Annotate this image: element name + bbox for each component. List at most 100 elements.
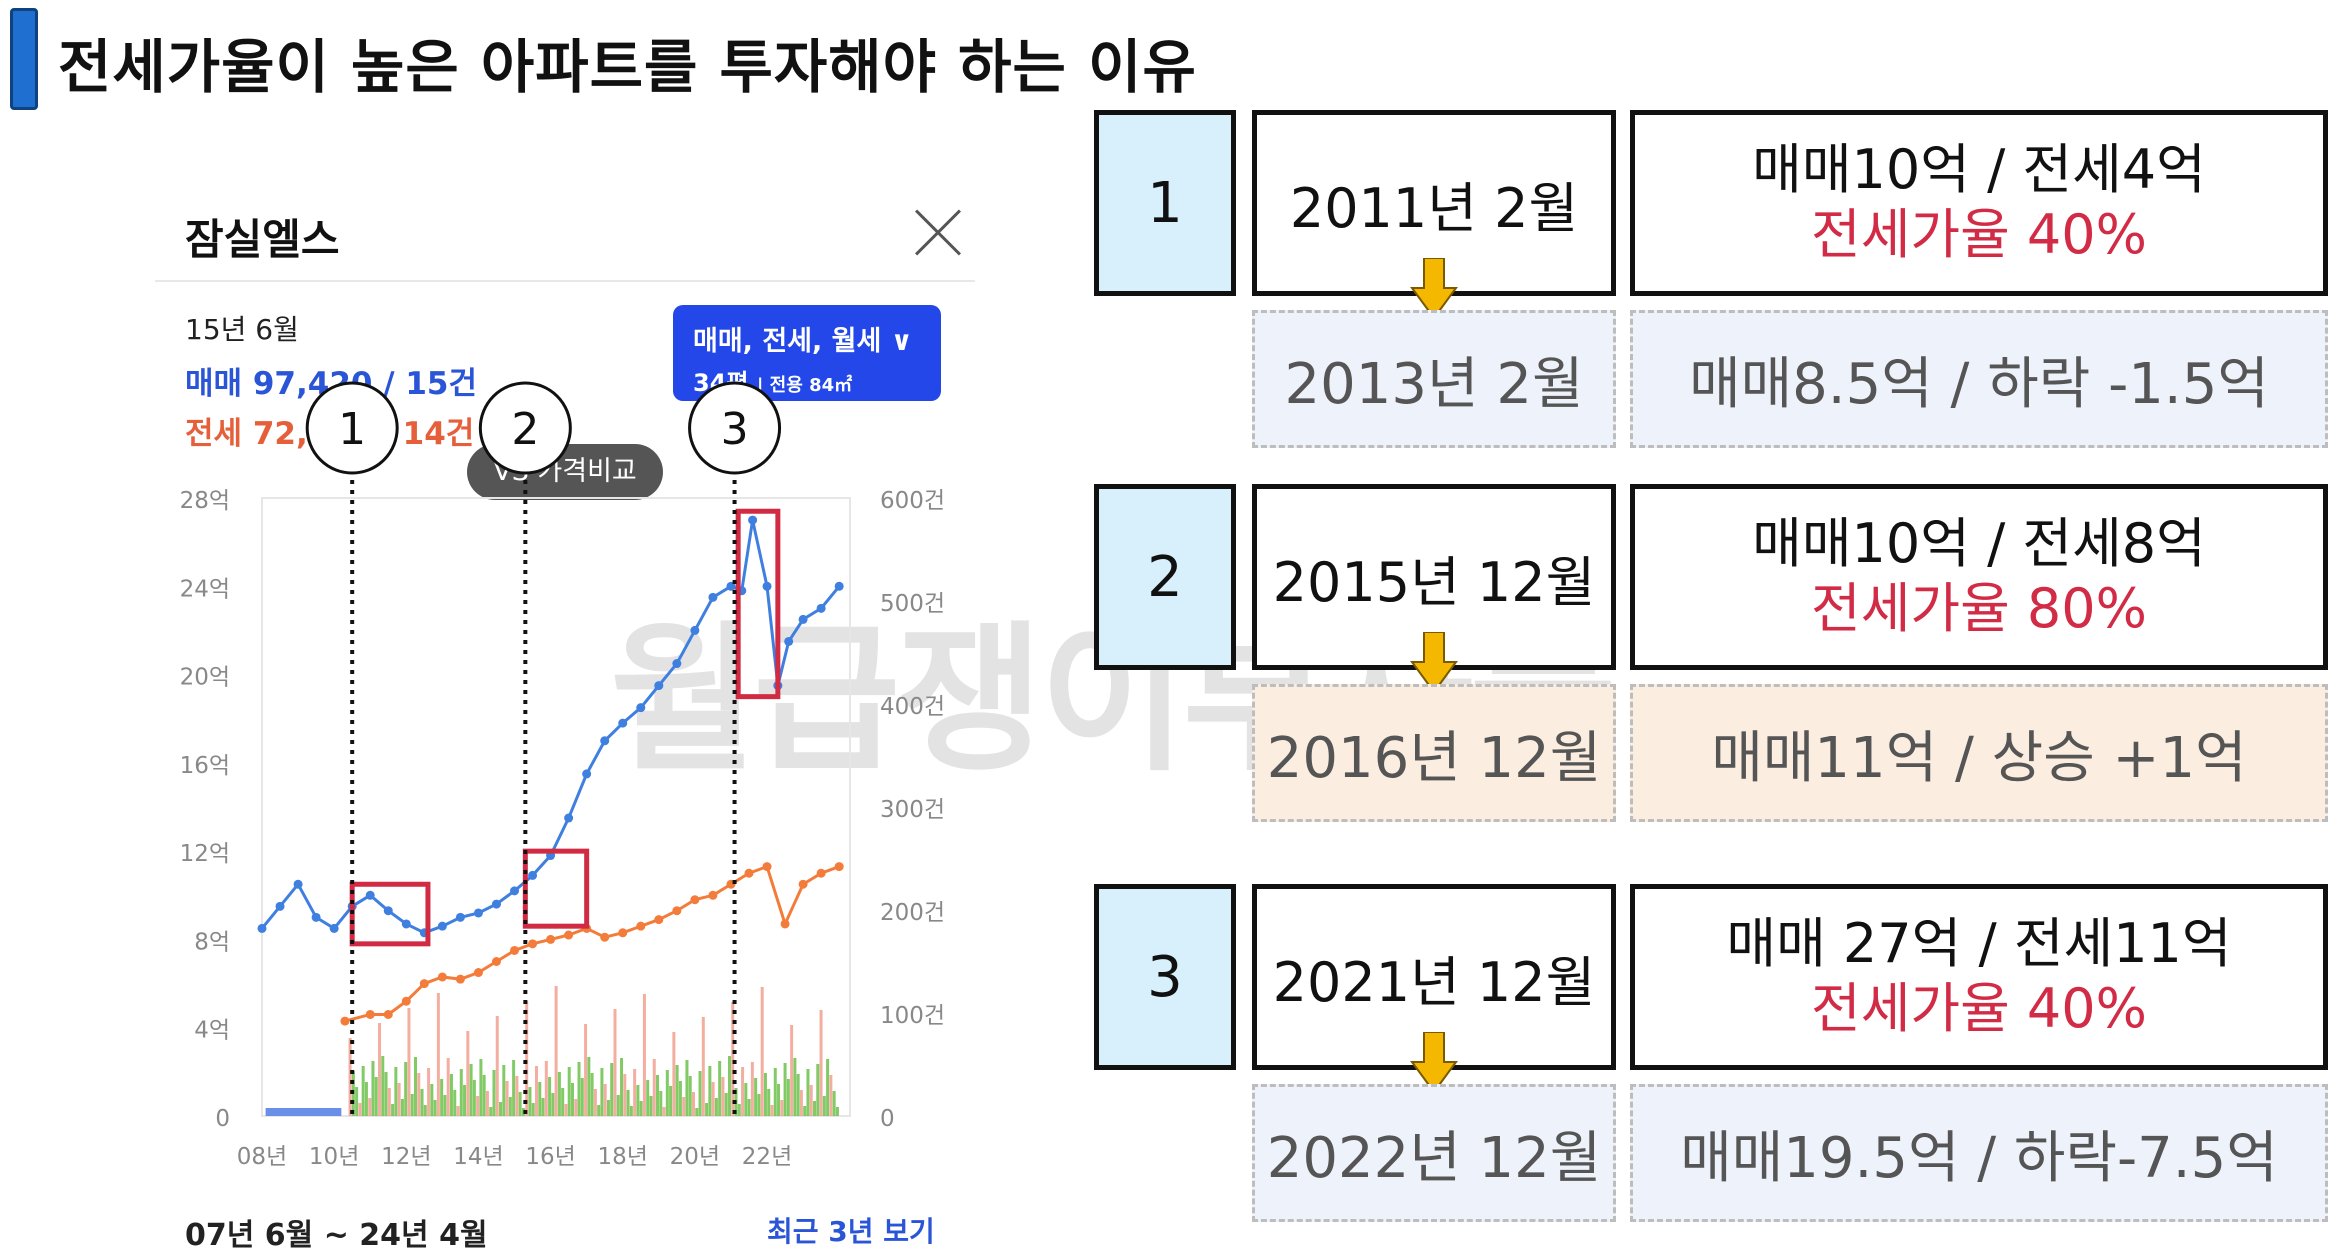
x-tick-label: 10년 xyxy=(309,1144,359,1170)
volume-bar xyxy=(489,1107,493,1116)
row-sub-price: 매매19.5억 / 하락-7.5억 xyxy=(1680,1125,2278,1191)
volume-bar xyxy=(688,1076,692,1116)
x-tick-label: 22년 xyxy=(742,1144,792,1170)
series-point xyxy=(654,915,664,925)
series-point xyxy=(401,996,411,1006)
x-tick-label: 18년 xyxy=(598,1144,648,1170)
series-point xyxy=(564,930,574,940)
volume-bar xyxy=(652,1059,656,1116)
volume-bar xyxy=(453,1090,457,1116)
volume-bar xyxy=(708,1066,712,1116)
volume-bar xyxy=(358,1103,362,1116)
volume-bar xyxy=(593,1089,597,1116)
series-point xyxy=(546,934,556,944)
y-left-tick-label: 16억 xyxy=(180,753,230,779)
volume-bar xyxy=(656,1075,660,1116)
volume-bar xyxy=(606,1100,610,1116)
volume-bar xyxy=(551,1093,555,1116)
volume-bar xyxy=(374,1077,378,1116)
volume-bar xyxy=(786,1079,790,1116)
marker-label: 3 xyxy=(721,404,749,455)
series-point xyxy=(672,906,682,916)
series-point xyxy=(784,636,794,646)
volume-bar xyxy=(407,1008,411,1116)
row-sub-price: 매매8.5억 / 하락 -1.5억 xyxy=(1689,351,2269,417)
volume-bar xyxy=(482,1075,486,1116)
volume-bar xyxy=(499,1102,503,1116)
series-point xyxy=(762,862,772,872)
volume-bar xyxy=(410,1094,414,1116)
volume-bar xyxy=(443,1095,447,1116)
row-price: 매매 27억 / 전세11억 xyxy=(1726,912,2232,976)
recent-3-years-link[interactable]: 최근 3년 보기 xyxy=(767,1215,935,1248)
series-point xyxy=(528,870,538,880)
row-sub-date: 2016년 12월 xyxy=(1266,725,1602,791)
volume-bar xyxy=(400,1099,404,1116)
volume-bar xyxy=(472,1080,476,1116)
series-point xyxy=(816,603,826,613)
volume-bar xyxy=(587,1057,591,1116)
apartment-price-card: 잠실엘스 15년 6월 매매 97,420 / 15건 전세 72,…… / 1… xyxy=(155,180,985,1254)
volume-bar xyxy=(793,1058,797,1116)
row-number: 3 xyxy=(1147,944,1183,1010)
volume-bar xyxy=(626,1090,630,1116)
series-point xyxy=(419,979,429,989)
volume-bar xyxy=(518,1092,522,1116)
volume-bar xyxy=(727,1056,731,1116)
volume-bar xyxy=(554,986,558,1116)
highlight-box xyxy=(349,881,431,947)
volume-bar xyxy=(528,1087,532,1116)
row-number: 2 xyxy=(1147,544,1183,610)
row-sub-price-box: 매매19.5억 / 하락-7.5억 xyxy=(1630,1084,2328,1222)
y-left-tick-label: 0 xyxy=(215,1106,230,1132)
volume-bar xyxy=(806,1069,810,1116)
volume-bar xyxy=(404,1062,408,1116)
row-jeonse-ratio: 전세가율 40% xyxy=(1811,203,2147,266)
y-right-tick-label: 300건 xyxy=(880,797,945,823)
y-left-tick-label: 20억 xyxy=(180,665,230,691)
row-jeonse-ratio: 전세가율 40% xyxy=(1811,977,2147,1040)
volume-bar xyxy=(394,1067,398,1116)
row-sub-date-box: 2022년 12월 xyxy=(1252,1084,1616,1222)
series-point xyxy=(748,515,758,525)
volume-bar xyxy=(760,987,764,1116)
row-number: 1 xyxy=(1147,170,1183,236)
volume-bar xyxy=(750,1062,754,1116)
series-point xyxy=(365,1009,375,1019)
volume-bar xyxy=(515,1076,519,1116)
volume-bar xyxy=(535,1066,539,1116)
row-price: 매매10억 / 전세4억 xyxy=(1752,138,2206,202)
volume-bar xyxy=(754,1078,758,1116)
series-point xyxy=(383,906,393,916)
series-point xyxy=(340,1016,350,1026)
volume-bar xyxy=(525,1001,529,1116)
volume-bar xyxy=(463,1085,467,1116)
series-point xyxy=(401,919,411,929)
row-price: 매매10억 / 전세8억 xyxy=(1752,512,2206,576)
series-point xyxy=(473,968,483,978)
volume-bar xyxy=(737,1104,741,1116)
series-point xyxy=(672,659,682,669)
volume-bar xyxy=(427,1068,431,1116)
volume-bar xyxy=(675,1065,679,1116)
volume-bar xyxy=(348,1038,352,1116)
volume-bar xyxy=(744,1083,748,1116)
y-right-tick-label: 500건 xyxy=(880,591,945,617)
series-point xyxy=(600,736,610,746)
volume-bar xyxy=(580,1078,584,1116)
volume-bar xyxy=(829,1075,833,1116)
series-point xyxy=(600,932,610,942)
series-point xyxy=(726,581,736,591)
volume-bar xyxy=(616,1095,620,1116)
row-sub-date-box: 2013년 2월 xyxy=(1252,310,1616,448)
volume-bar xyxy=(577,1062,581,1116)
series-point xyxy=(690,625,700,635)
down-arrow-icon xyxy=(1410,1032,1458,1094)
series-point xyxy=(654,681,664,691)
volume-bar xyxy=(803,1106,807,1116)
volume-bar xyxy=(701,1017,705,1116)
volume-bar xyxy=(584,1024,588,1116)
series-point xyxy=(834,862,844,872)
volume-bar xyxy=(672,1032,676,1116)
highlight-box xyxy=(735,508,781,700)
